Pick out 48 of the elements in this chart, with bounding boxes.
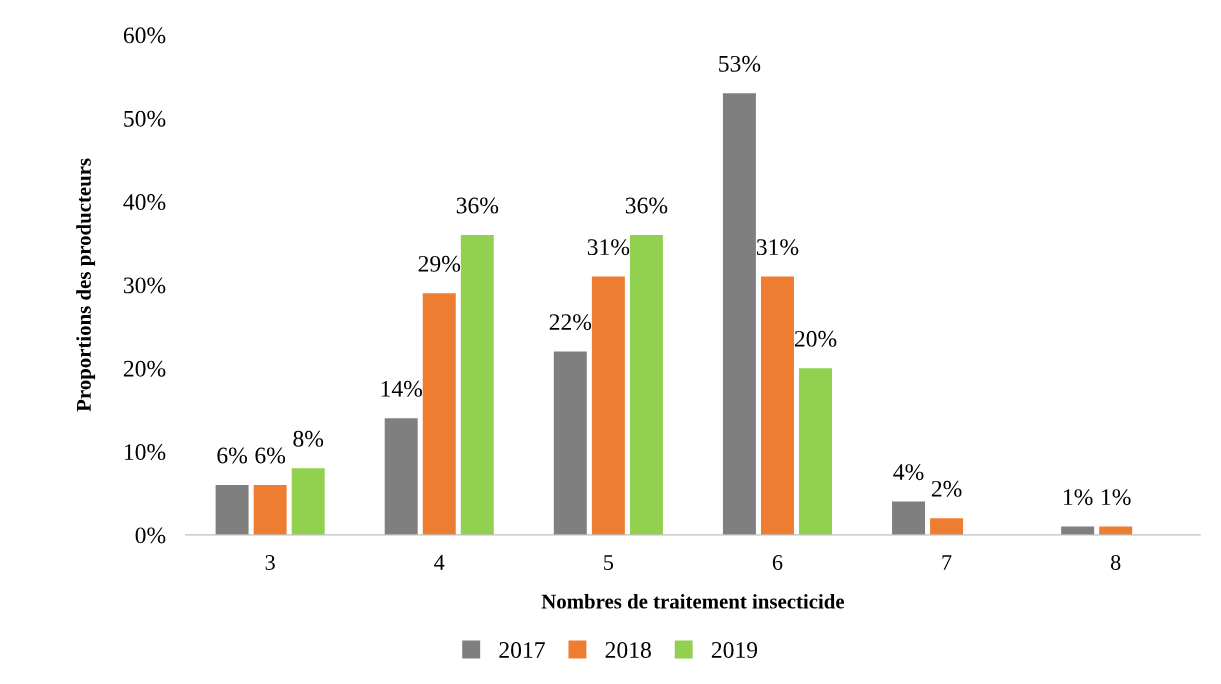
bar	[553, 351, 587, 535]
data-label: 4%	[893, 464, 924, 481]
x-tick-label: 8	[1110, 554, 1121, 570]
y-tick-label: 20%	[123, 360, 166, 377]
data-label: 31%	[587, 239, 630, 256]
bar	[591, 276, 625, 535]
y-tick-label: 0%	[135, 527, 166, 544]
data-label: 6%	[255, 447, 286, 464]
data-label: 2%	[931, 480, 962, 497]
data-label: 8%	[293, 430, 324, 447]
data-label: 31%	[756, 239, 799, 256]
bar	[215, 484, 249, 535]
bar	[253, 484, 287, 535]
bar	[799, 368, 833, 535]
data-label: 53%	[719, 55, 761, 72]
bar	[629, 234, 663, 535]
bar	[384, 418, 418, 535]
data-label: 14%	[381, 380, 423, 397]
x-axis-title: Nombres de traitement insecticide	[541, 593, 845, 609]
data-label: 1%	[1063, 489, 1093, 506]
x-tick-label: 5	[604, 555, 614, 570]
x-tick-label: 7	[942, 555, 952, 570]
data-label: 20%	[794, 330, 837, 347]
data-label: 29%	[418, 255, 461, 272]
bar	[892, 501, 926, 535]
bar	[460, 234, 494, 535]
x-tick-label: 3	[265, 555, 275, 570]
y-axis-title: Proportions des producteurs	[76, 158, 96, 412]
y-tick-label: 60%	[123, 27, 166, 44]
legend-label: 2019	[711, 642, 758, 658]
data-label: 22%	[549, 314, 592, 331]
data-label: 36%	[625, 197, 668, 214]
bar	[930, 518, 964, 535]
data-label: 1%	[1102, 489, 1131, 506]
y-tick-label: 40%	[123, 194, 166, 211]
y-tick-label: 30%	[124, 277, 166, 294]
y-tick-label: 50%	[124, 110, 166, 127]
bar	[291, 468, 325, 535]
bar	[722, 93, 756, 535]
x-tick-label: 6	[772, 555, 783, 570]
data-label: 36%	[456, 197, 499, 214]
y-tick-label: 10%	[124, 444, 166, 461]
x-tick-label: 4	[434, 555, 445, 570]
legend-label: 2017	[499, 642, 545, 658]
legend-label: 2018	[605, 642, 651, 658]
data-label: 6%	[217, 447, 248, 464]
bar	[422, 293, 456, 535]
bar	[760, 276, 794, 535]
